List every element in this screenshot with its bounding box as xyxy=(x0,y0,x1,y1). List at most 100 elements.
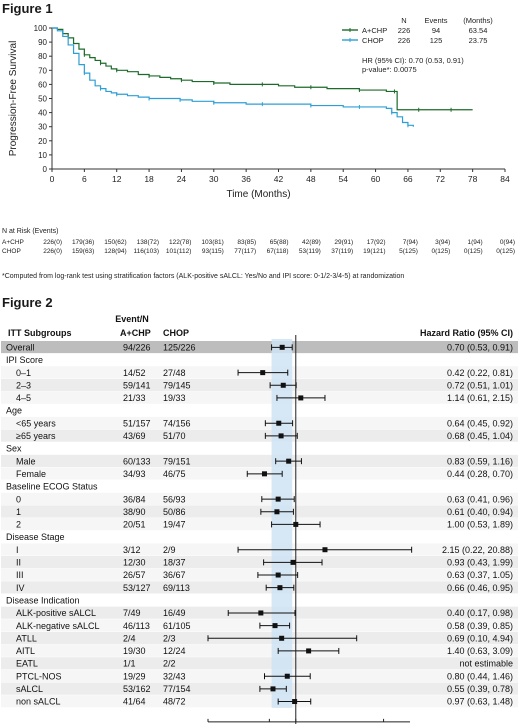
at-risk-value: 77(117) xyxy=(234,248,256,255)
events-arm1: 7/49 xyxy=(123,608,141,618)
hr-point xyxy=(280,382,286,388)
group-row-bg xyxy=(1,404,518,417)
hr-value: 0.61 (0.40, 0.94) xyxy=(447,507,513,517)
hr-point xyxy=(260,370,266,376)
hr-value: 0.63 (0.37, 1.05) xyxy=(447,570,513,580)
hr-point xyxy=(322,547,328,553)
events-arm2: 79/145 xyxy=(163,380,191,390)
subgroup-label: ATLL xyxy=(16,633,37,643)
subgroup-heading: IPI Score xyxy=(6,355,43,365)
at-risk-value: 159(63) xyxy=(72,248,94,255)
hr-value: 2.15 (0.22, 20.88) xyxy=(442,545,513,555)
subgroup-label: 0 xyxy=(16,494,21,504)
events-arm2: 12/24 xyxy=(163,646,186,656)
events-arm1: 36/84 xyxy=(123,494,146,504)
events-arm2: 36/67 xyxy=(163,570,186,580)
y-tick-label: 80 xyxy=(38,52,47,61)
header-event-n: Event/N xyxy=(115,314,149,324)
hr-point xyxy=(293,521,299,527)
x-tick-label: 84 xyxy=(500,174,510,184)
subgroup-label: Female xyxy=(16,469,46,479)
events-arm2: 32/43 xyxy=(163,671,186,681)
figure1-footnote: *Computed from log-rank test using strat… xyxy=(2,273,405,280)
x-tick-label: 78 xyxy=(468,174,478,184)
at-risk-value: 0(125) xyxy=(464,248,483,255)
at-risk-value: 19(121) xyxy=(363,248,385,255)
events-arm2: 79/151 xyxy=(163,456,191,466)
legend-median: 63.54 xyxy=(469,26,488,35)
at-risk-value: 122(78) xyxy=(169,239,191,246)
events-arm1: 53/127 xyxy=(123,583,151,593)
y-tick-label: 10 xyxy=(38,151,47,160)
y-tick-label: 100 xyxy=(34,24,48,33)
x-tick-label: 60 xyxy=(371,174,381,184)
x-tick-label: 54 xyxy=(338,174,348,184)
at-risk-value: 37(119) xyxy=(331,248,353,255)
subgroup-label: ALK-positive sALCL xyxy=(16,608,96,618)
hr-point xyxy=(258,610,264,616)
hr-value: 0.44 (0.28, 0.70) xyxy=(447,469,513,479)
events-arm2: 48/72 xyxy=(163,697,186,707)
events-arm1: 94/226 xyxy=(123,342,151,352)
legend-header-median: Median xyxy=(466,16,491,17)
hr-value: 0.55 (0.39, 0.78) xyxy=(447,684,513,694)
group-row-bg xyxy=(1,594,518,607)
at-risk-value: 138(72) xyxy=(137,239,159,246)
at-risk-label: CHOP xyxy=(2,248,21,255)
events-arm1: 1/1 xyxy=(123,659,136,669)
figure1-title: Figure 1 xyxy=(2,1,53,16)
at-risk-value: 53(119) xyxy=(299,248,321,255)
at-risk-value: 116(103) xyxy=(134,248,160,255)
x-tick-label: 36 xyxy=(241,174,251,184)
item-row-bg xyxy=(1,391,518,405)
events-arm1: 21/33 xyxy=(123,393,146,403)
events-arm2: 27/48 xyxy=(163,368,186,378)
header-arm1: A+CHP xyxy=(120,328,151,338)
events-arm1: 41/64 xyxy=(123,697,146,707)
events-arm1: 12/30 xyxy=(123,558,146,568)
events-arm2: 46/75 xyxy=(163,469,186,479)
subgroup-label: I xyxy=(16,545,19,555)
at-risk-value: 67(118) xyxy=(267,248,289,255)
x-tick-label: 30 xyxy=(209,174,219,184)
at-risk-value: 103(81) xyxy=(201,239,223,246)
x-tick-label: 48 xyxy=(306,174,316,184)
events-arm1: 34/93 xyxy=(123,469,146,479)
legend-median: 23.75 xyxy=(469,36,488,45)
hr-point xyxy=(298,395,304,401)
at-risk-value: 65(88) xyxy=(270,239,289,246)
events-arm2: 2/3 xyxy=(163,633,176,643)
events-arm1: 19/30 xyxy=(123,646,146,656)
subgroup-label: 2 xyxy=(16,520,21,530)
at-risk-value: 42(89) xyxy=(302,239,321,246)
item-row-bg xyxy=(1,644,518,658)
hr-point xyxy=(261,471,267,477)
hr-point xyxy=(275,496,281,502)
subgroup-heading: Age xyxy=(6,406,22,416)
events-arm2: 19/33 xyxy=(163,393,186,403)
at-risk-value: 150(62) xyxy=(104,239,126,246)
at-risk-value: 128(94) xyxy=(104,248,126,255)
item-row-bg xyxy=(1,581,518,594)
hr-point xyxy=(290,559,296,565)
events-arm1: 14/52 xyxy=(123,368,146,378)
header-subgroups: ITT Subgroups xyxy=(8,328,72,338)
hr-value: 0.69 (0.10, 4.94) xyxy=(447,633,513,643)
overall-row-bg xyxy=(1,341,518,354)
subgroup-label: AITL xyxy=(16,646,35,656)
subgroup-heading: Baseline ECOG Status xyxy=(6,482,98,492)
events-arm2: 77/154 xyxy=(163,684,191,694)
subgroup-label: sALCL xyxy=(16,684,43,694)
hr-value: 0.42 (0.22, 0.81) xyxy=(447,368,513,378)
header-hr: Hazard Ratio (95% CI) xyxy=(420,328,513,338)
hr-text: HR (95% CI): 0.70 (0.53, 0.91) xyxy=(362,56,464,65)
legend-label: CHOP xyxy=(362,36,384,45)
x-axis-label: Time (Months) xyxy=(226,189,290,200)
at-risk-value: 0(125) xyxy=(496,248,515,255)
events-arm1: 19/29 xyxy=(123,671,146,681)
hr-value: 0.64 (0.45, 0.92) xyxy=(447,418,513,428)
at-risk-value: 0(94) xyxy=(500,239,515,246)
item-row-bg xyxy=(1,429,518,443)
at-risk-value: 5(125) xyxy=(399,248,418,255)
at-risk-value: 7(94) xyxy=(403,239,418,246)
